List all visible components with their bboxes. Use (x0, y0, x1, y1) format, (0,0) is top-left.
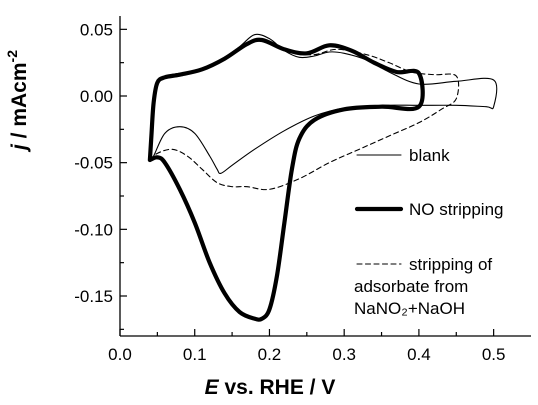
legend-label-2: NO stripping (409, 200, 503, 219)
axes: 0.0 0.1 0.2 0.3 0.4 0.5 0.05 0.00 -0.05 -0.10 -0.1… (74, 16, 531, 364)
x-tick-label: 0.5 (482, 345, 506, 364)
y-tick-label: 0.00 (80, 87, 113, 106)
series-layer (147, 33, 498, 322)
axis-titles: E vs. RHE / V j / mAcm-2 (4, 50, 335, 399)
legend-label-1: blank (409, 146, 450, 165)
x-tick-label: 0.4 (407, 345, 431, 364)
legend: blank NO stripping stripping of adsorbate f… (354, 146, 503, 318)
y-tick-label: 0.05 (80, 20, 113, 39)
legend-label-3: adsorbate from (354, 277, 468, 296)
y-tick-label: -0.05 (74, 154, 113, 173)
x-tick-label: 0.2 (258, 345, 282, 364)
x-axis-title-symbol: E (205, 376, 220, 399)
legend-label-3: stripping of (409, 255, 492, 274)
x-axis-title: E vs. RHE / V (205, 376, 336, 399)
y-axis-title-symbol: j (8, 143, 31, 153)
x-tick-label: 0.3 (332, 345, 356, 364)
x-tick-label: 0.0 (108, 345, 132, 364)
x-axis-title-text: vs. RHE / V (219, 376, 336, 399)
series-line-3 (149, 38, 460, 191)
y-tick-label: -0.15 (74, 287, 113, 306)
y-axis-title: j / mAcm-2 (4, 50, 31, 153)
y-axis-title-exponent: -2 (4, 50, 20, 63)
y-axis-title-text: / mAcm (8, 62, 31, 144)
legend-label-3: NaNO₂+NaOH (354, 299, 465, 318)
x-tick-label: 0.1 (183, 345, 207, 364)
y-tick-label: -0.10 (74, 220, 113, 239)
